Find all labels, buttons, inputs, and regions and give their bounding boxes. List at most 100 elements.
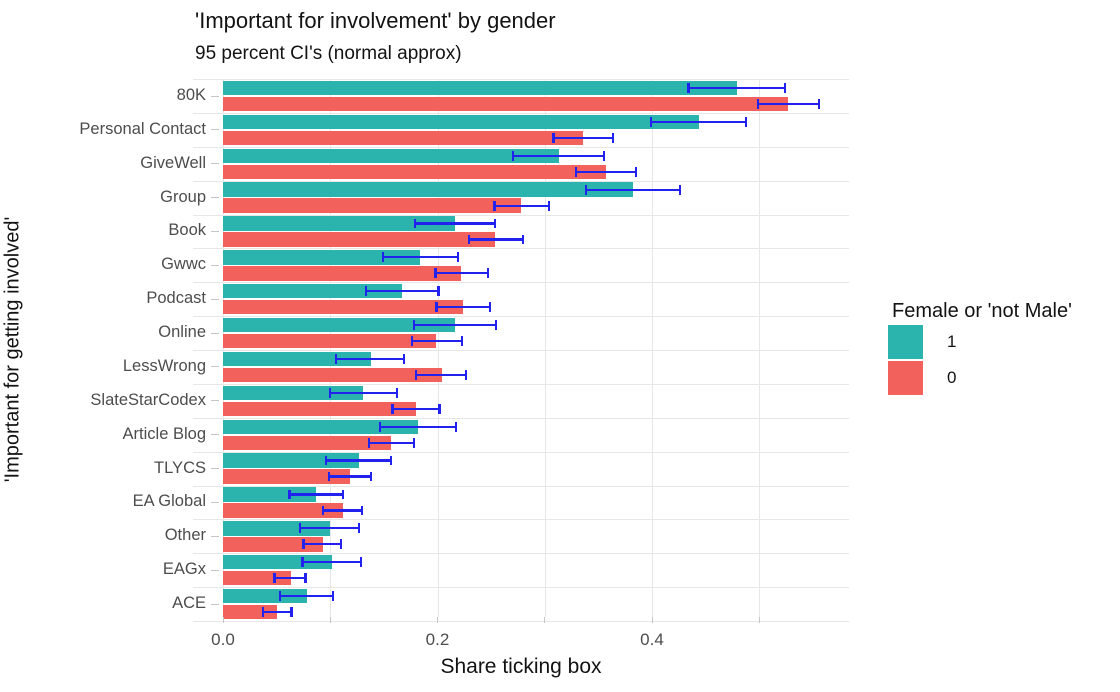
error-bar-cap [488, 302, 492, 313]
error-bar-cap [302, 539, 305, 550]
error-bar-line [413, 323, 497, 327]
gridline-horizontal [193, 519, 849, 521]
error-bar-line [325, 459, 392, 462]
error-bar-cap [415, 370, 418, 380]
x-tick-label: 0.4 [640, 630, 664, 649]
error-bar-cap [304, 573, 307, 584]
error-bar-cap [361, 505, 364, 516]
error-bar-cap [437, 286, 440, 297]
x-axis-title: Share ticking box [440, 655, 602, 678]
error-bar-cap [783, 83, 786, 93]
error-bar-cap [278, 591, 282, 601]
bar-female [223, 419, 419, 434]
gridline-horizontal [193, 383, 849, 385]
gridline-horizontal [193, 451, 849, 453]
error-bar-line [650, 120, 747, 123]
error-bar-cap [522, 234, 525, 245]
error-bar-cap [273, 573, 276, 584]
y-tick-mark [211, 332, 219, 334]
legend-item: 0 [888, 361, 1118, 395]
gridline-horizontal [193, 587, 849, 589]
x-tick-label: 0.2 [425, 630, 450, 649]
error-bar-cap [465, 370, 468, 380]
bar-male [223, 232, 496, 247]
y-category-label: 80K [176, 86, 206, 104]
y-tick-mark [211, 95, 219, 97]
error-bar-cap [332, 591, 335, 601]
error-bar-cap [328, 471, 331, 482]
y-category-label: Group [160, 187, 206, 206]
error-bar-line [575, 170, 636, 173]
legend-swatch [888, 361, 923, 395]
error-bar-cap [612, 132, 615, 143]
gridline-horizontal [193, 248, 849, 250]
x-tick-mark [758, 617, 760, 623]
bar-male [223, 333, 437, 349]
error-bar-line [494, 204, 550, 207]
y-tick-mark [211, 230, 219, 232]
y-tick-mark [211, 163, 219, 165]
bar-male [223, 300, 464, 315]
error-bar-line [300, 527, 360, 530]
bar-female [223, 182, 633, 197]
error-bar-line [335, 357, 405, 361]
bar-male [223, 266, 462, 281]
error-bar-line [368, 441, 414, 444]
error-bar-cap [329, 387, 332, 398]
error-bar-cap [413, 218, 417, 229]
error-bar-cap [403, 354, 406, 364]
bar-male [223, 198, 522, 213]
gridline-horizontal [193, 620, 849, 622]
error-bar-line [468, 238, 524, 241]
error-bar-cap [390, 455, 393, 466]
legend-item: 1 [888, 325, 1118, 359]
gridline-vertical [652, 79, 653, 617]
bar-female [223, 351, 371, 367]
y-category-label: Other [164, 526, 206, 545]
error-bar-cap [410, 336, 413, 346]
y-tick-mark [211, 400, 219, 402]
error-bar-line [411, 339, 463, 343]
y-tick-mark [211, 603, 219, 605]
x-tick-mark [544, 617, 546, 623]
bar-female [223, 554, 333, 570]
error-bar-cap [412, 437, 415, 448]
error-bar-line [553, 136, 614, 139]
gridline-horizontal [193, 112, 849, 114]
error-bar-cap [495, 320, 498, 330]
error-bar-line [416, 373, 467, 377]
error-bar-line [330, 391, 397, 394]
error-bar-cap [438, 403, 441, 414]
error-bar-line [392, 407, 440, 410]
error-bar-cap [602, 150, 605, 161]
y-category-label: Article Blog [122, 424, 206, 443]
y-tick-mark [211, 535, 219, 537]
legend-swatch [888, 325, 923, 359]
error-bar-cap [391, 403, 394, 414]
y-tick-mark [211, 569, 219, 571]
bar-male [223, 537, 323, 552]
gridline-horizontal [193, 79, 849, 80]
x-tick-mark [329, 617, 331, 623]
error-bar-cap [334, 354, 337, 364]
gridline-horizontal [193, 146, 849, 148]
error-bar-line [512, 154, 604, 157]
error-bar-cap [321, 505, 324, 516]
gridline-horizontal [193, 417, 849, 419]
gridline-vertical [544, 79, 546, 617]
y-tick-mark [211, 501, 219, 503]
error-bar-cap [299, 523, 302, 534]
error-bar-cap [288, 489, 291, 500]
error-bar-cap [818, 99, 821, 109]
y-tick-mark [211, 366, 219, 368]
error-bar-cap [395, 387, 398, 398]
error-bar-cap [367, 437, 371, 448]
error-bar-cap [460, 336, 464, 346]
error-bar-line [414, 222, 496, 225]
error-bar-cap [574, 166, 578, 177]
error-bar-line [329, 475, 371, 478]
x-tick-mark [437, 617, 438, 623]
